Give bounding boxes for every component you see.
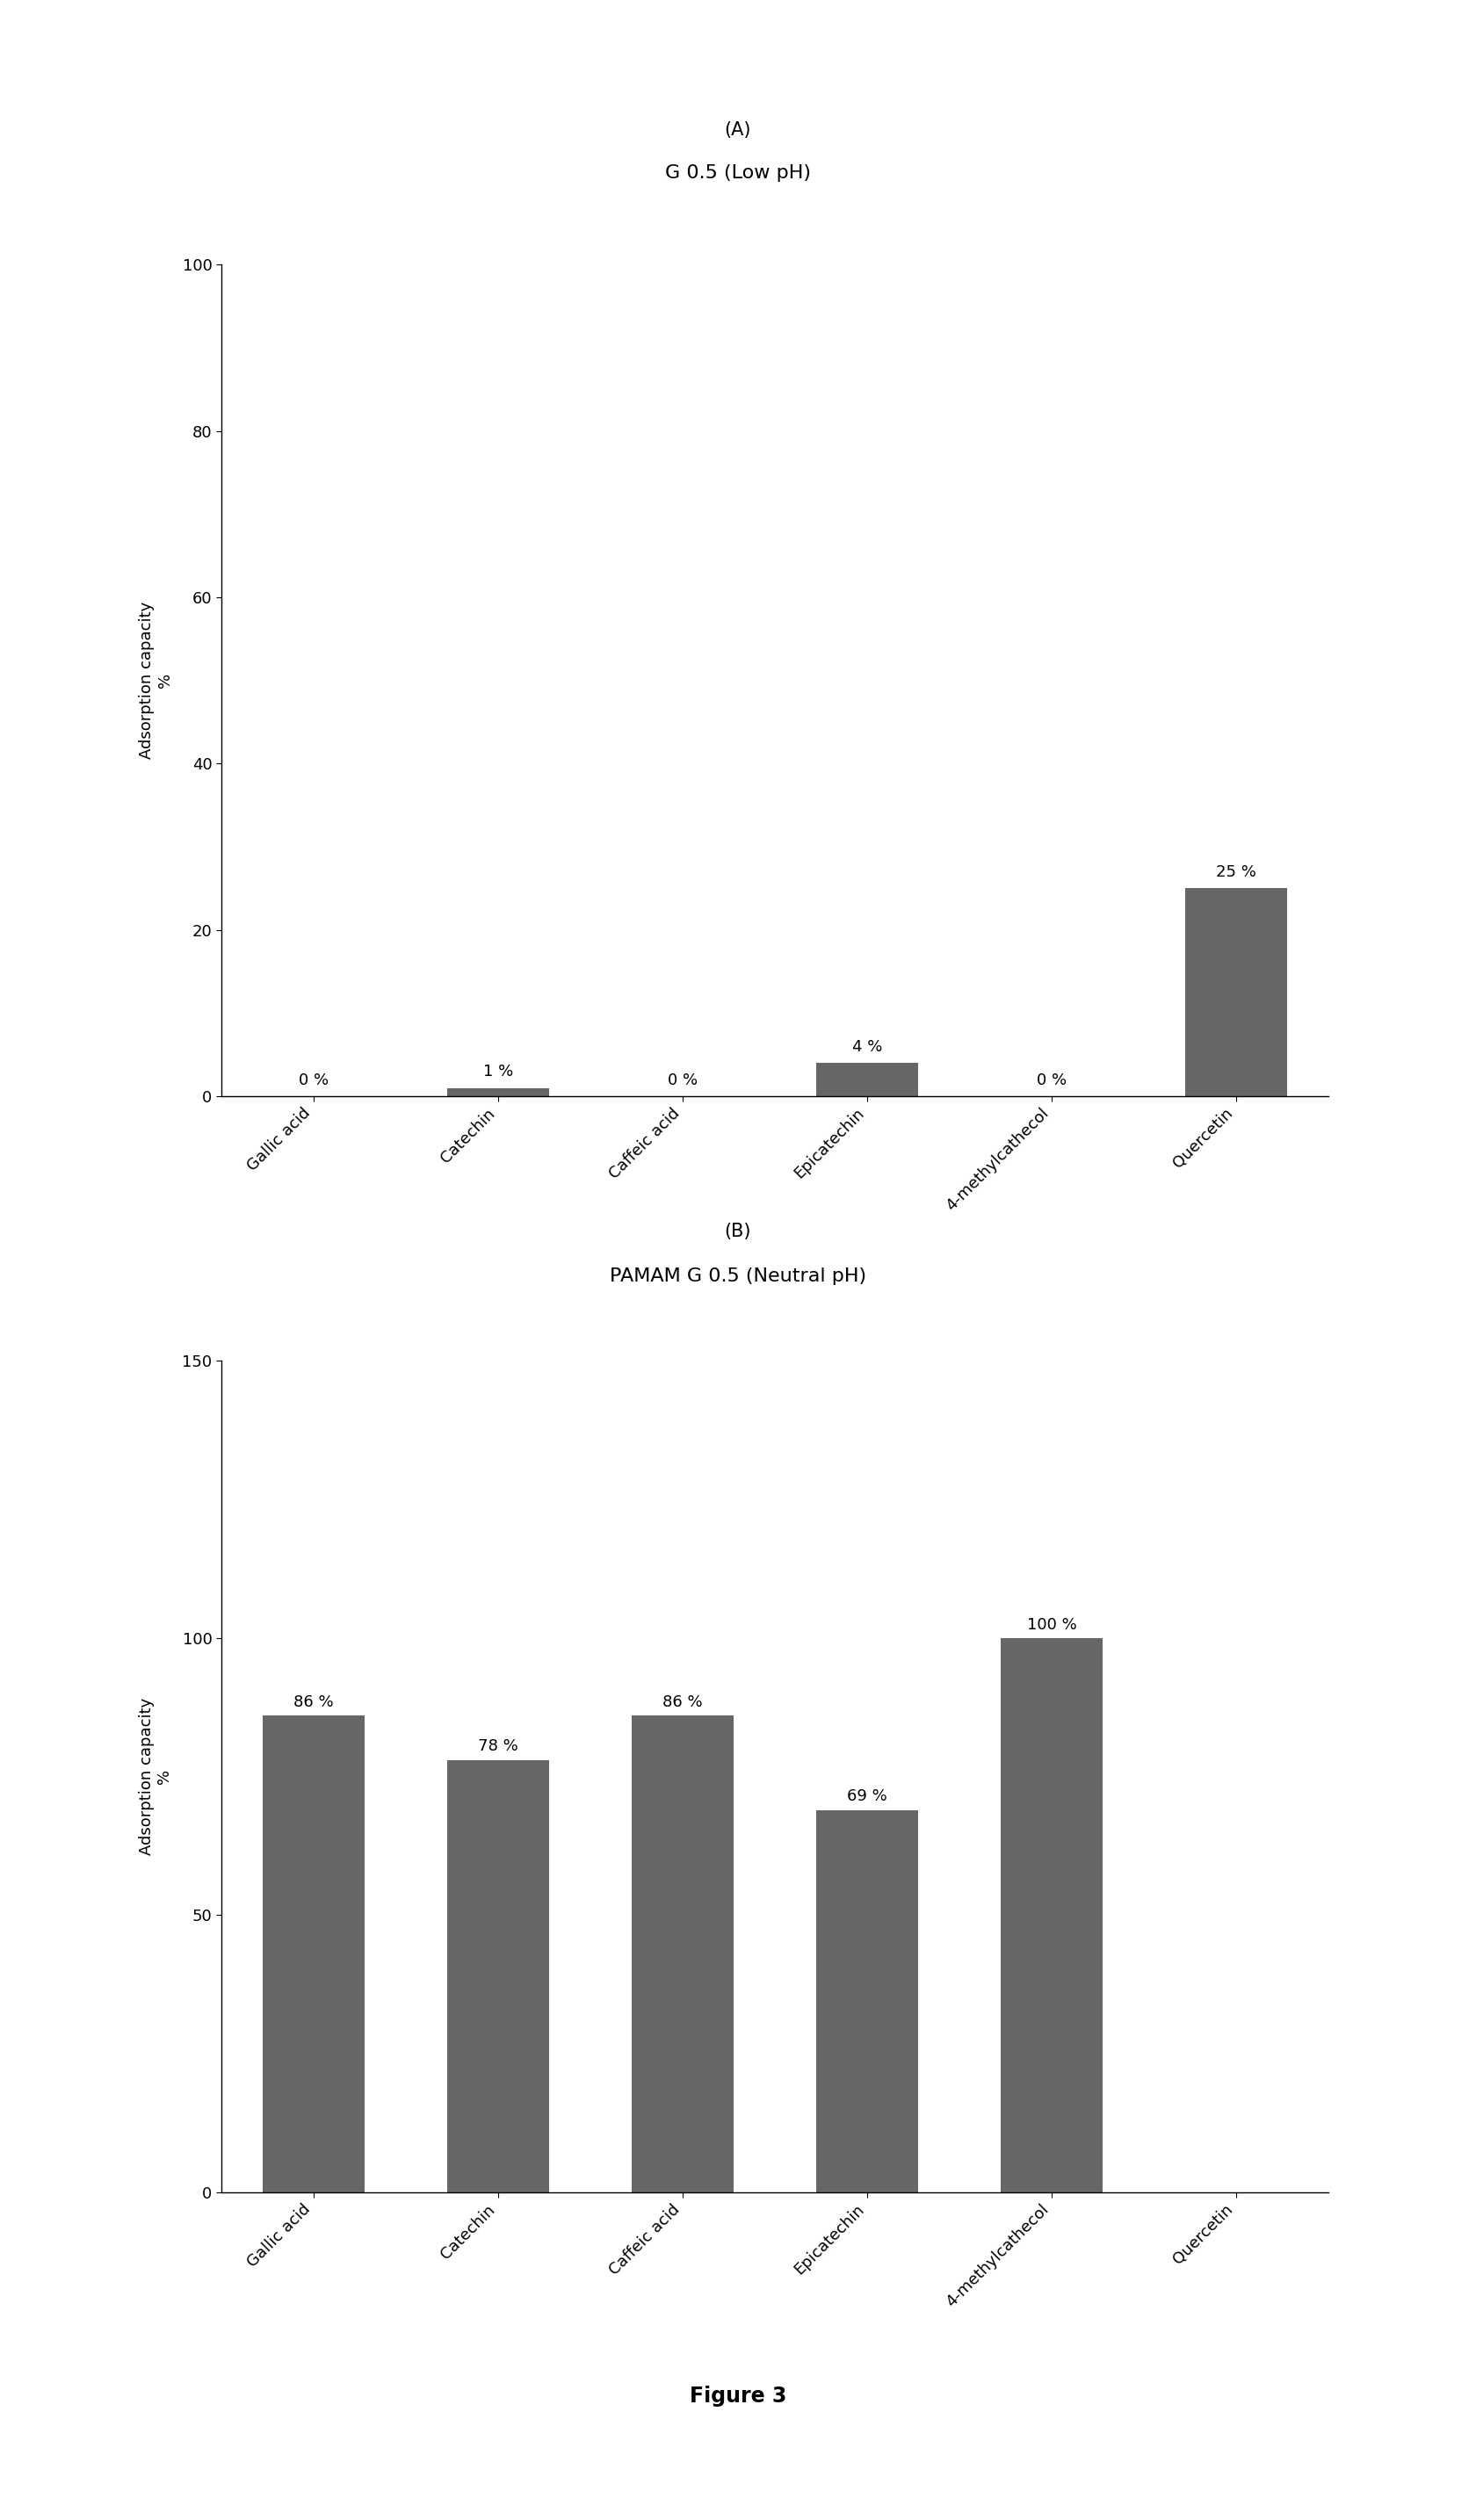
Text: 86 %: 86 % [294, 1693, 334, 1711]
Bar [447, 1089, 549, 1096]
Bar [1185, 890, 1287, 1096]
Text: 0 %: 0 % [298, 1071, 329, 1089]
Text: 1 %: 1 % [483, 1063, 514, 1079]
Text: 0 %: 0 % [667, 1071, 698, 1089]
Text: PAMAM G 0.5 (Neutral pH): PAMAM G 0.5 (Neutral pH) [610, 1268, 866, 1285]
Bar [1001, 1638, 1103, 2192]
Text: 100 %: 100 % [1027, 1618, 1076, 1633]
Text: 69 %: 69 % [847, 1789, 887, 1804]
Text: 86 %: 86 % [663, 1693, 703, 1711]
Text: (B): (B) [725, 1222, 751, 1240]
Bar [447, 1759, 549, 2192]
Text: Figure 3: Figure 3 [689, 2386, 787, 2407]
Text: 4 %: 4 % [852, 1038, 883, 1053]
Bar [816, 1809, 918, 2192]
Text: 0 %: 0 % [1036, 1071, 1067, 1089]
Bar [632, 1716, 734, 2192]
Text: (A): (A) [725, 121, 751, 139]
Y-axis label: Adsorption capacity
%: Adsorption capacity % [139, 602, 173, 759]
Bar [263, 1716, 365, 2192]
Text: G 0.5 (Low pH): G 0.5 (Low pH) [666, 164, 810, 181]
Text: 25 %: 25 % [1216, 864, 1256, 879]
Y-axis label: Adsorption capacity
%: Adsorption capacity % [139, 1698, 173, 1855]
Bar [816, 1063, 918, 1096]
Text: 78 %: 78 % [478, 1739, 518, 1754]
